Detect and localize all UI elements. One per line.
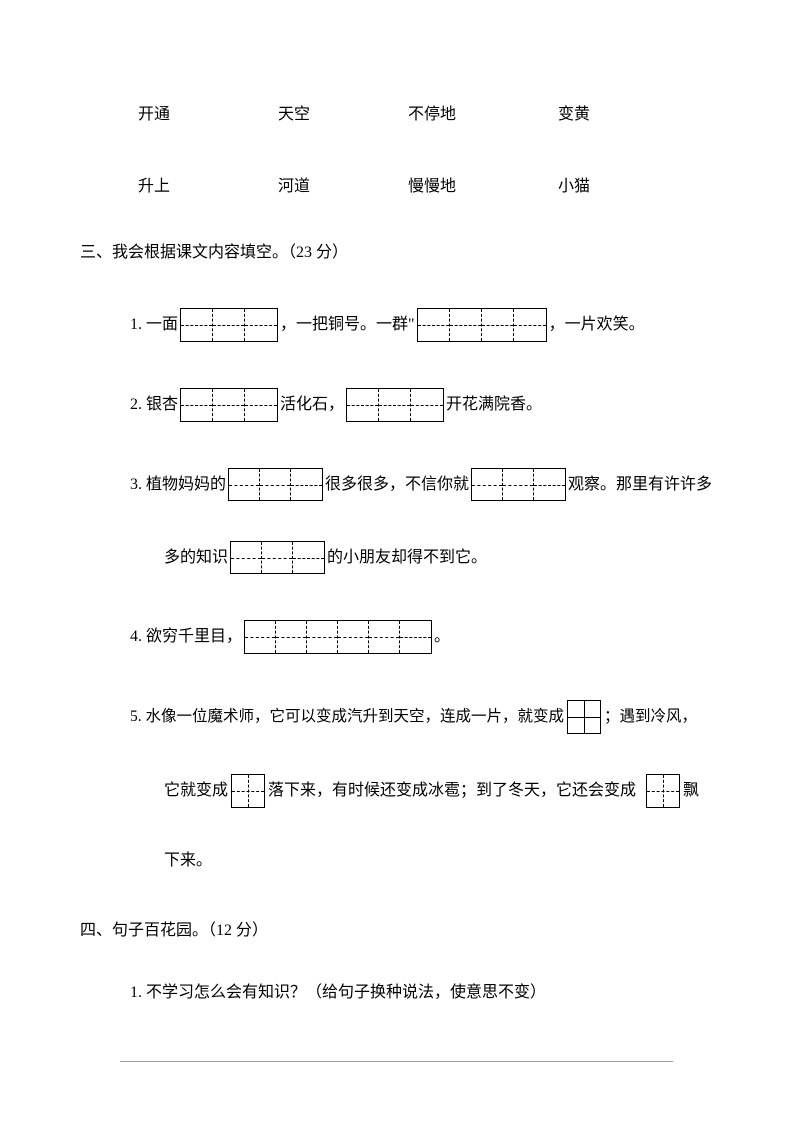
text: 飘 — [683, 778, 699, 804]
text: 4. 欲穷千里目， — [130, 624, 242, 650]
text: 观察。那里有许许多 — [568, 472, 712, 498]
section-3-heading: 三、我会根据课文内容填空。（23 分） — [80, 238, 703, 262]
answer-box — [244, 620, 432, 654]
text: 的小朋友却得不到它。 — [327, 545, 487, 571]
worksheet-page: 开通 天空 不停地 变黄 升上 河道 慢慢地 小猫 三、我会根据课文内容填空。（… — [0, 0, 793, 1122]
word-row-2: 升上 河道 慢慢地 小猫 — [138, 172, 703, 196]
question-4-1: 1. 不学习怎么会有知识？（给句子换种说法，使意思不变） — [130, 980, 703, 1006]
text: 很多很多，不信你就 — [325, 472, 469, 498]
word: 天空 — [278, 100, 408, 124]
text: ，一把铜号。一群" — [280, 312, 415, 338]
answer-box — [228, 468, 323, 501]
text: ，一片欢笑。 — [549, 312, 645, 338]
answer-box — [346, 388, 444, 422]
word: 河道 — [278, 172, 408, 196]
text: 下来。 — [164, 848, 212, 874]
text: ；遇到冷风， — [604, 705, 697, 730]
word: 开通 — [138, 100, 278, 124]
answer-box — [231, 774, 265, 808]
text: 3. 植物妈妈的 — [130, 472, 226, 498]
question-3: 3. 植物妈妈的 很多很多，不信你就 观察。那里有许许多 多的知识 的小朋友却得… — [130, 468, 703, 574]
word-row-1: 开通 天空 不停地 变黄 — [138, 100, 703, 124]
word: 升上 — [138, 172, 278, 196]
word: 变黄 — [558, 100, 658, 124]
text: 开花满院香。 — [446, 392, 542, 418]
word: 不停地 — [408, 100, 558, 124]
text: 1. 一面 — [130, 312, 178, 338]
text: 落下来，有时候还变成冰雹；到了冬天，它还会变成 — [268, 778, 636, 804]
text: 多的知识 — [164, 545, 228, 571]
question-4: 4. 欲穷千里目， 。 — [130, 620, 703, 654]
section-4-heading: 四、句子百花园。（12 分） — [80, 916, 703, 940]
answer-box — [471, 468, 566, 501]
text: 1. 不学习怎么会有知识？（给句子换种说法，使意思不变） — [130, 980, 546, 1006]
question-5: 5. 水像一位魔术师，它可以变成汽升到天空，连成一片，就变成 ；遇到冷风， 它就… — [130, 700, 703, 874]
question-2: 2. 银杏 活化石， 开花满院香。 — [130, 388, 703, 422]
answer-box — [180, 388, 278, 422]
text: 。 — [434, 624, 450, 650]
answer-box — [230, 541, 325, 574]
word: 小猫 — [558, 172, 658, 196]
answer-box — [180, 308, 278, 342]
text: 它就变成 — [164, 778, 228, 804]
footer-rule — [120, 1061, 673, 1062]
text: 5. 水像一位魔术师，它可以变成汽升到天空，连成一片，就变成 — [130, 705, 564, 730]
answer-box — [417, 308, 547, 342]
answer-box — [646, 774, 680, 808]
word: 慢慢地 — [408, 172, 558, 196]
text: 2. 银杏 — [130, 392, 178, 418]
answer-box — [567, 700, 601, 734]
question-1: 1. 一面 ，一把铜号。一群" ，一片欢笑。 — [130, 308, 703, 342]
text: 活化石， — [280, 392, 344, 418]
